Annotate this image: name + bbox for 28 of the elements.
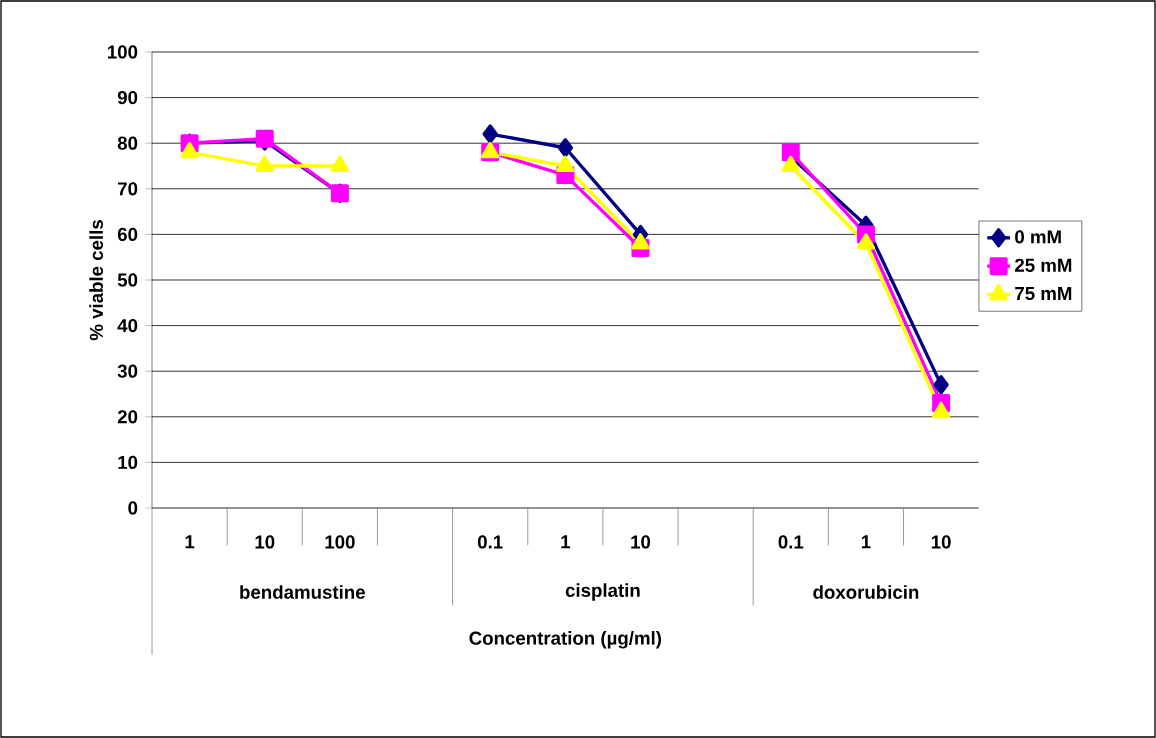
y-tick-label: 20 — [117, 410, 138, 424]
x-axis-title: Concentration (µg/ml) — [469, 631, 662, 649]
y-tick-label: 10 — [118, 455, 138, 469]
legend-label: 25 mM — [1015, 258, 1072, 272]
y-tick-label: 30 — [117, 364, 138, 378]
y-tick-label: 90 — [117, 90, 138, 105]
x-tick-label: 10 — [931, 535, 951, 549]
legend-label: 0 mM — [1015, 230, 1061, 244]
x-tick-label: 10 — [255, 535, 275, 549]
x-tick-label: 0.1 — [778, 535, 804, 549]
legend-label: 75 mM — [1015, 287, 1072, 301]
text: cisplatin — [565, 583, 640, 601]
y-tick-label: 70 — [118, 182, 138, 196]
y-tick-label: 0 — [128, 501, 138, 515]
y-tick-label: 80 — [117, 136, 138, 150]
text: doxorubicin — [813, 585, 919, 599]
text: bendamustine — [240, 585, 365, 599]
x-tick-label: 100 — [325, 535, 355, 549]
x-tick-label: 1 — [185, 535, 195, 549]
x-tick-label: 1 — [561, 535, 571, 549]
y-tick-label: 40 — [117, 318, 138, 333]
y-tick-label: 60 — [117, 227, 138, 241]
y-axis-title: % viable cells — [89, 220, 104, 341]
y-tick-label: 50 — [117, 273, 138, 287]
y-tick-label: 100 — [107, 45, 138, 59]
x-tick-label: 10 — [631, 535, 651, 549]
x-tick-label: 1 — [861, 535, 871, 549]
x-tick-label: 0.1 — [477, 535, 503, 549]
